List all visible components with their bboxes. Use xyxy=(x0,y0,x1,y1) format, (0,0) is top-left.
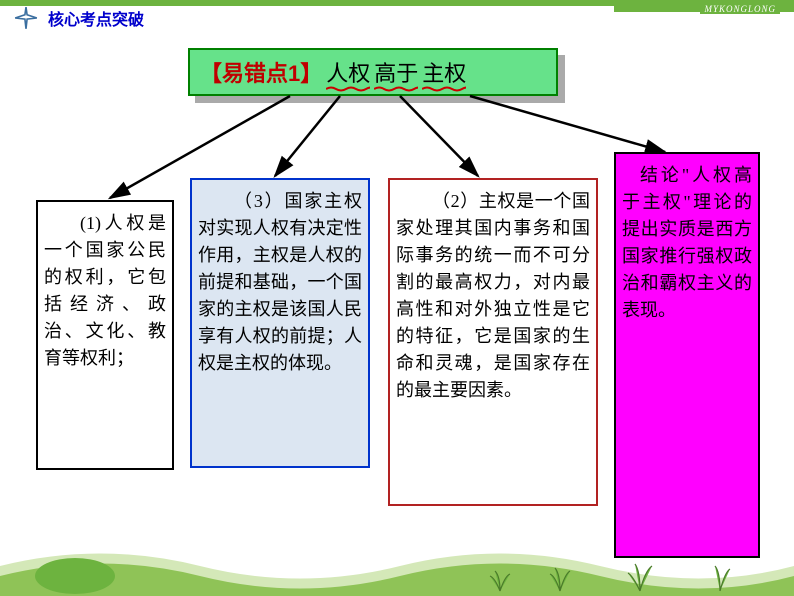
phrase-part-2: 高于 xyxy=(374,56,418,88)
content-box-1: (1)人权是一个国家公民的权利，它包括经济、政治、文化、教育等权利； xyxy=(36,200,174,470)
wavy-underline-icon xyxy=(422,86,466,92)
content-box-3: （2）主权是一个国家处理其国内事务和国际事务的统一而不可分割的最高权力，对内最高… xyxy=(388,178,598,506)
content-box-2: （3）国家主权对实现人权有决定性作用，主权是人权的前提和基础，一个国家的主权是该… xyxy=(190,178,370,468)
page-title: 核心考点突破 xyxy=(48,6,144,30)
phrase-word-2: 高于 xyxy=(374,61,418,86)
phrase-part-3: 主权 xyxy=(422,56,466,88)
header-bar: 核心考点突破 xyxy=(0,0,794,30)
content-box-4: 结论"人权高于主权"理论的提出实质是西方国家推行强权政治和霸权主义的表现。 xyxy=(614,152,760,558)
wavy-underline-icon xyxy=(326,86,370,92)
phrase-part-1: 人权 xyxy=(326,56,370,88)
brand-text: MYKONGLONG xyxy=(700,4,780,14)
error-point-tag: 【易错点1】 xyxy=(200,56,322,88)
footer-decoration xyxy=(0,536,794,596)
phrase-word-3: 主权 xyxy=(422,61,466,86)
wavy-underline-icon xyxy=(374,86,418,92)
phrase-word-1: 人权 xyxy=(326,61,370,86)
main-topic-box: 【易错点1】 人权 高于 主权 xyxy=(188,48,558,96)
star-icon xyxy=(12,4,40,32)
